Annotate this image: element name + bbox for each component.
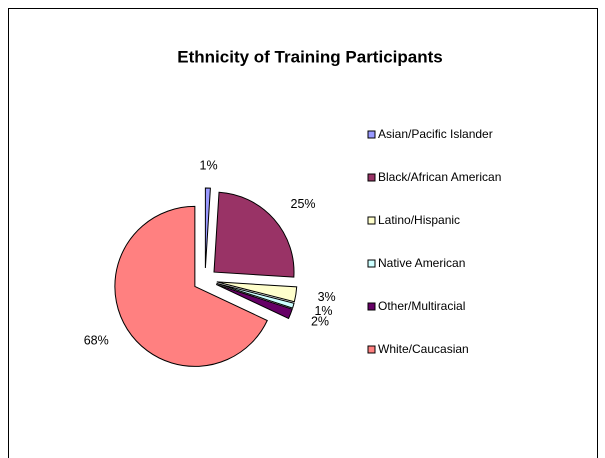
data-label: 68% [84,333,109,347]
legend-swatch [367,216,376,225]
pie-slice [213,191,295,278]
legend-swatch [367,259,376,268]
legend-swatch [367,173,376,182]
pie-slice [215,283,293,320]
chart-border [8,8,598,458]
pie-slice [114,205,268,367]
pie-slice [204,187,211,269]
data-label: 3% [318,290,336,304]
legend-label: Black/African American [378,170,501,184]
data-label: 1% [314,304,332,318]
legend-swatch [367,345,376,354]
legend-label: Latino/Hispanic [378,213,460,227]
pie-slice [216,281,298,303]
legend-label: Native American [378,256,465,270]
legend-swatch [367,302,376,311]
data-label: 2% [311,314,329,328]
legend-label: Asian/Pacific Islander [378,127,493,141]
data-label: 25% [291,197,316,211]
chart-title: Ethnicity of Training Participants [177,47,442,66]
data-label: 1% [200,158,218,172]
legend-swatch [367,130,376,139]
legend-label: Other/Multiracial [378,299,465,313]
legend-label: White/Caucasian [378,342,469,356]
pie-slice [216,282,295,309]
